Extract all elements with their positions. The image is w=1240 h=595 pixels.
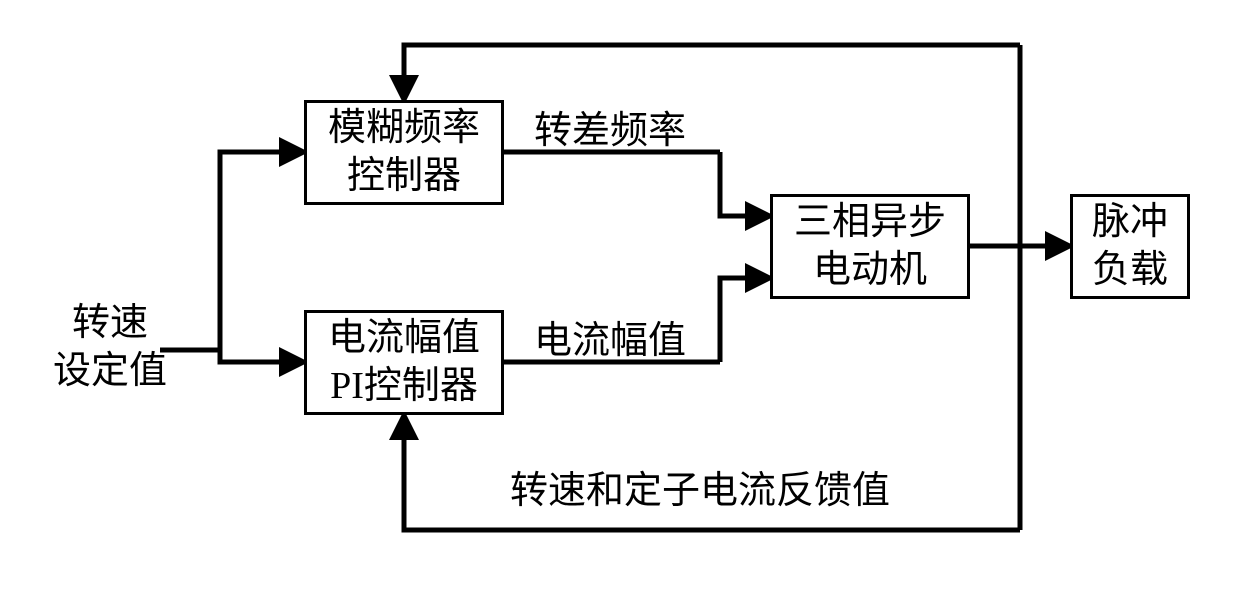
current-amp-label: 电流幅值 xyxy=(510,318,710,366)
load-box: 脉冲 负载 xyxy=(1070,194,1190,299)
slip-freq-label: 转差频率 xyxy=(510,108,710,156)
slip-to-motor xyxy=(720,152,770,216)
feedback-top-to-fuzzy xyxy=(404,45,1020,100)
pi-line1: 电流幅值 xyxy=(328,315,480,363)
amp-to-motor xyxy=(720,278,770,362)
load-line2: 负载 xyxy=(1092,247,1168,295)
split-to-fuzzy xyxy=(220,152,304,350)
feedback-label: 转速和定子电流反馈值 xyxy=(480,468,920,516)
motor-line2: 电动机 xyxy=(813,247,927,295)
input-line1: 转速 xyxy=(30,300,190,348)
split-to-pi xyxy=(220,350,304,362)
fuzzy-line1: 模糊频率 xyxy=(328,105,480,153)
load-line1: 脉冲 xyxy=(1092,199,1168,247)
fuzzy-controller-box: 模糊频率 控制器 xyxy=(304,100,504,205)
pi-controller-box: 电流幅值 PI控制器 xyxy=(304,310,504,415)
motor-box: 三相异步 电动机 xyxy=(770,194,970,299)
input-line2: 设定值 xyxy=(30,348,190,396)
motor-line1: 三相异步 xyxy=(794,199,946,247)
input-label: 转速 设定值 xyxy=(30,300,190,395)
fuzzy-line2: 控制器 xyxy=(347,153,461,201)
pi-line2: PI控制器 xyxy=(330,363,478,411)
